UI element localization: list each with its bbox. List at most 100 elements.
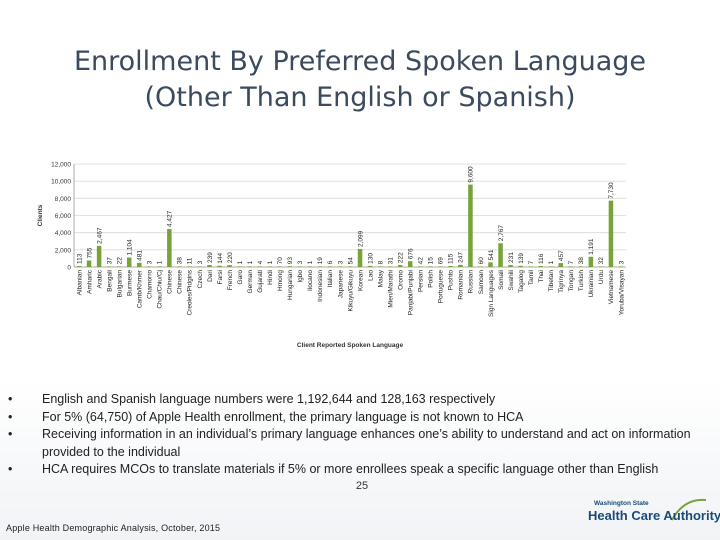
- slide-title: Enrollment By Preferred Spoken Language …: [40, 44, 680, 116]
- data-label: 37: [106, 257, 113, 265]
- bar: [538, 266, 543, 267]
- x-tick-label: Urdu: [598, 270, 605, 284]
- data-label: 22: [116, 257, 123, 265]
- x-tick-label: Korean: [357, 270, 364, 291]
- y-tick-label: 8,000: [55, 196, 72, 203]
- y-tick-label: 6,000: [55, 213, 72, 220]
- bar: [357, 248, 363, 267]
- bullet-item: • For 5% (64,750) of Apple Health enrollm…: [8, 409, 698, 427]
- data-label: 1: [157, 260, 164, 264]
- bar: [307, 266, 313, 267]
- data-label: 113: [76, 253, 83, 264]
- bar: [498, 243, 503, 267]
- data-label: 54: [347, 257, 354, 265]
- x-tick-label: Mien/Marathi: [387, 270, 394, 308]
- bar: [478, 266, 483, 267]
- x-tick-label: Gujarati: [257, 270, 264, 293]
- bar: [488, 262, 493, 267]
- y-tick-label: 0: [67, 265, 71, 272]
- bar: [136, 262, 142, 267]
- data-label: 15: [428, 257, 435, 265]
- y-tick-label: 12,000: [51, 162, 71, 169]
- data-label: 1,191: [588, 238, 595, 255]
- bar: [337, 266, 343, 267]
- bullet-text: Receiving information in an individual’s…: [42, 427, 691, 459]
- x-tick-label: Tibetan: [548, 270, 555, 292]
- data-label: 19: [317, 257, 324, 265]
- data-label: 676: [408, 248, 415, 259]
- data-label: 11: [187, 257, 194, 264]
- bar-chart: 0 2,000 4,000 6,000 8,000 10,000 12,000 Clients…: [37, 162, 626, 349]
- bar: [327, 266, 333, 267]
- x-tick-label: Bulgarian: [116, 270, 123, 298]
- bullet-dot: •: [8, 409, 13, 424]
- data-label: 1: [247, 260, 254, 264]
- bullet-list: • English and Spanish language numbers we…: [8, 391, 698, 479]
- data-label: 1: [307, 260, 314, 264]
- data-label: 1: [267, 260, 274, 264]
- x-tick-label: Yoruba/Visayan: [618, 270, 625, 316]
- bar: [558, 263, 564, 267]
- x-tick-label: Kikuyu/Gikuyu: [347, 270, 354, 312]
- bar: [508, 265, 513, 267]
- x-tick-label: Pushto: [448, 270, 455, 291]
- data-label: 9,600: [468, 166, 475, 183]
- bullet-text: HCA requires MCOs to translate materials…: [42, 462, 659, 476]
- data-label: 457: [558, 250, 565, 261]
- bar: [347, 266, 353, 267]
- bar: [367, 265, 373, 267]
- x-tick-label: Amharic: [86, 269, 93, 294]
- x-tick-label: Hindi: [267, 270, 274, 285]
- bar: [468, 184, 473, 267]
- x-tick-label: Albanian: [76, 270, 83, 296]
- logo-swoosh-icon: [671, 498, 707, 521]
- x-tick-label: Romanian: [458, 270, 465, 300]
- x-tick-label: Tongan: [568, 270, 575, 292]
- x-tick-label: Garo: [237, 270, 244, 285]
- bar: [568, 266, 574, 267]
- data-label: 755: [86, 247, 93, 258]
- x-tick-label: Polish: [428, 270, 435, 288]
- x-tick-label: Dari: [207, 270, 214, 282]
- x-tick-label: Creoles/Pidgins: [187, 269, 194, 315]
- data-label: 38: [177, 257, 184, 265]
- bar: [217, 265, 222, 267]
- bar: [387, 266, 393, 267]
- x-tick-label: Turkish: [578, 270, 585, 291]
- data-label: 2,467: [96, 227, 103, 244]
- bar: [106, 266, 112, 267]
- data-label: 220: [227, 252, 234, 263]
- data-label: 1,104: [127, 239, 134, 256]
- bar: [588, 256, 594, 267]
- data-label: 7: [568, 260, 575, 264]
- y-tick-label: 10,000: [51, 179, 71, 186]
- x-tick-label: Hungarian: [287, 270, 294, 300]
- bar: [247, 266, 252, 267]
- data-label: 481: [137, 250, 144, 261]
- x-tick-label: Russian: [468, 270, 475, 294]
- x-tick-label: German: [247, 270, 254, 294]
- x-tick-label: Somali: [498, 270, 505, 290]
- data-label: 239: [207, 252, 214, 263]
- data-label: 60: [478, 257, 485, 265]
- data-label: 4: [257, 260, 264, 264]
- data-label: 116: [538, 253, 545, 264]
- bar: [257, 266, 262, 267]
- data-label: 541: [488, 249, 495, 260]
- x-tick-label: Samoan: [478, 270, 485, 295]
- bar: [317, 266, 323, 267]
- x-tick-label: French: [227, 270, 234, 291]
- data-label: 6: [327, 260, 334, 264]
- bar: [116, 266, 122, 267]
- x-tick-label: Farsi: [217, 270, 224, 284]
- x-tick-label: Lao: [367, 270, 374, 281]
- data-label: 42: [418, 257, 425, 265]
- bar: [458, 264, 463, 267]
- bar: [207, 264, 212, 267]
- x-tick-label: Indonesian: [317, 270, 324, 302]
- x-tick-label: Camb/Khmer: [137, 269, 144, 308]
- y-tick-label: 4,000: [55, 230, 72, 237]
- data-label: 3: [618, 260, 625, 264]
- data-label: 3: [197, 260, 204, 264]
- bar: [377, 266, 383, 267]
